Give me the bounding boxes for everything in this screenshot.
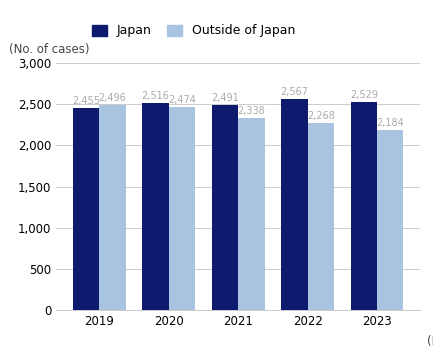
Text: 2,529: 2,529 (350, 90, 378, 100)
Text: 2,268: 2,268 (307, 112, 335, 121)
Text: 2,567: 2,567 (281, 87, 308, 97)
Bar (99, 105, 126, 310)
Bar (169, 107, 195, 310)
Bar (238, 118, 265, 310)
Text: 2,496: 2,496 (99, 93, 126, 103)
Bar (307, 124, 334, 310)
Text: (FY): (FY) (427, 335, 433, 348)
Bar (73, 108, 99, 310)
Bar (281, 99, 307, 310)
Legend: Japan, Outside of Japan: Japan, Outside of Japan (92, 24, 295, 37)
Text: 2,516: 2,516 (142, 91, 169, 101)
Text: 2,474: 2,474 (168, 94, 196, 105)
Text: 2,491: 2,491 (211, 93, 239, 103)
Text: (No. of cases): (No. of cases) (9, 43, 89, 56)
Bar (377, 130, 404, 310)
Text: 2,338: 2,338 (237, 106, 265, 116)
Text: 2,455: 2,455 (72, 96, 100, 106)
Bar (212, 105, 238, 310)
Bar (351, 102, 377, 310)
Bar (142, 103, 169, 310)
Text: 2,184: 2,184 (376, 118, 404, 128)
